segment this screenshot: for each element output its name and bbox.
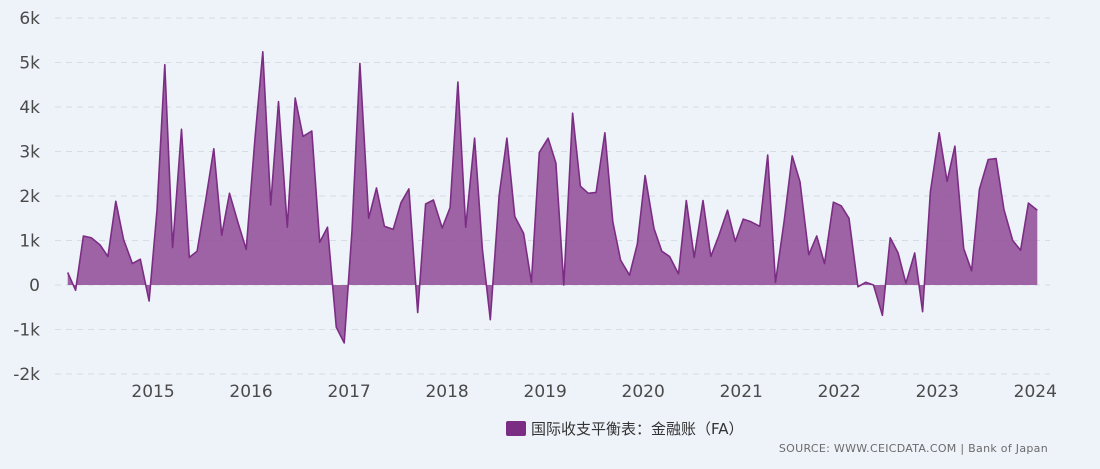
x-tick-label: 2016 [229, 382, 272, 402]
x-axis-ticks: 2015 2016 2017 2018 2019 2020 2021 2022 2023 2024 [131, 382, 1057, 402]
y-tick-label: 0 [29, 276, 40, 296]
x-tick-label: 2021 [720, 382, 763, 402]
legend-swatch [506, 421, 526, 436]
y-tick-label: 5k [19, 54, 40, 74]
source-note: SOURCE: WWW.CEICDATA.COM | Bank of Japan [779, 442, 1048, 455]
x-tick-label: 2022 [818, 382, 861, 402]
y-tick-label: 1k [19, 232, 40, 252]
series-area [66, 51, 1038, 344]
x-tick-label: 2024 [1014, 382, 1057, 402]
y-tick-label: 6k [19, 9, 40, 29]
y-axis-ticks: 6k 5k 4k 3k 2k 1k 0 -1k -2k [13, 9, 40, 385]
y-tick-label: 2k [19, 187, 40, 207]
legend-label: 国际收支平衡表：金融账（FA） [531, 420, 744, 438]
x-tick-label: 2017 [327, 382, 370, 402]
legend[interactable]: 国际收支平衡表：金融账（FA） [506, 420, 744, 438]
series-area-fill [67, 51, 1038, 343]
x-tick-label: 2019 [524, 382, 567, 402]
y-tick-label: 3k [19, 143, 40, 163]
y-tick-label: 4k [19, 98, 40, 118]
y-tick-label: -1k [13, 321, 40, 341]
y-tick-label: -2k [13, 365, 40, 385]
x-tick-label: 2020 [622, 382, 665, 402]
x-tick-label: 2023 [916, 382, 959, 402]
series-line [66, 51, 1038, 344]
x-tick-label: 2015 [131, 382, 174, 402]
x-tick-label: 2018 [425, 382, 468, 402]
